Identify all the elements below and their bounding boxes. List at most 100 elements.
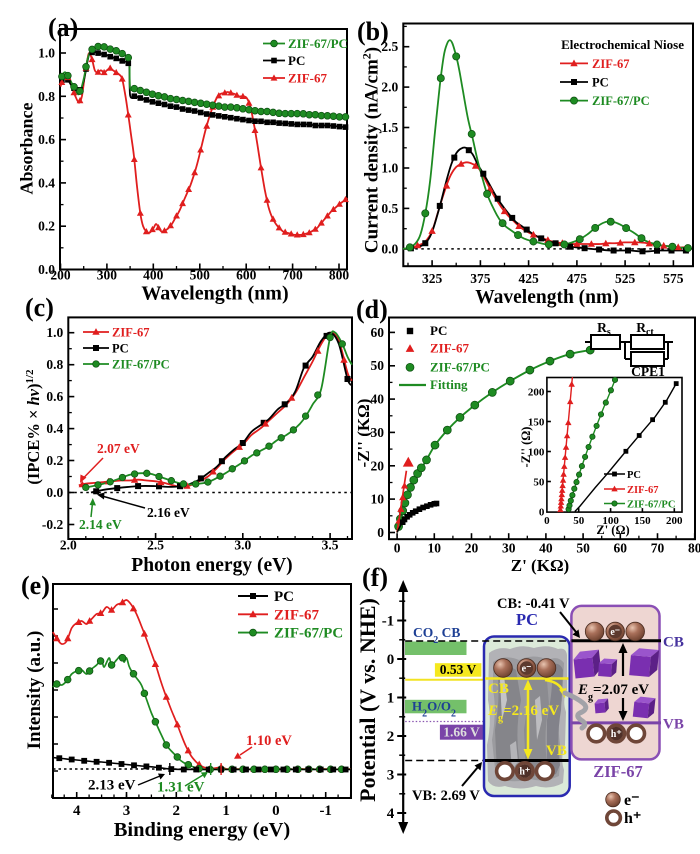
svg-text:200: 200 (528, 387, 545, 399)
svg-text:0.53 V: 0.53 V (440, 662, 477, 677)
svg-text:1: 1 (387, 691, 395, 707)
svg-text:50: 50 (371, 358, 385, 373)
svg-text:30: 30 (502, 541, 516, 556)
svg-text:(e): (e) (21, 571, 50, 600)
svg-text:h⁺: h⁺ (611, 729, 622, 740)
svg-text:0.0: 0.0 (38, 262, 55, 277)
svg-text:30: 30 (371, 425, 385, 440)
svg-text:Fitting: Fitting (430, 377, 468, 392)
svg-text:h⁺: h⁺ (624, 810, 641, 827)
svg-text:40: 40 (539, 541, 553, 556)
svg-text:ZIF-67/PC: ZIF-67/PC (112, 358, 170, 372)
svg-text:CB: CB (488, 681, 509, 697)
svg-text:PC: PC (592, 76, 609, 90)
svg-text:PC: PC (516, 610, 538, 629)
svg-text:-1: -1 (319, 803, 332, 819)
svg-text:80: 80 (688, 541, 700, 556)
svg-text:60: 60 (371, 325, 385, 340)
svg-text:0.2: 0.2 (46, 453, 63, 468)
svg-text:PC: PC (274, 589, 294, 605)
svg-text:Potential (V vs. NHE): Potential (V vs. NHE) (355, 598, 380, 802)
svg-text:600: 600 (236, 268, 257, 283)
svg-text:-1: -1 (382, 614, 395, 630)
svg-text:3: 3 (123, 803, 131, 819)
svg-text:50: 50 (533, 477, 545, 489)
svg-text:e⁻: e⁻ (522, 664, 532, 675)
svg-text:300: 300 (97, 268, 118, 283)
svg-text:0.8: 0.8 (38, 89, 55, 104)
svg-text:500: 500 (190, 268, 211, 283)
svg-text:e⁻: e⁻ (624, 792, 640, 809)
svg-text:100: 100 (528, 447, 545, 459)
svg-text:ZIF-67/PC: ZIF-67/PC (592, 94, 650, 108)
svg-text:0: 0 (394, 541, 401, 556)
svg-text:CPE1: CPE1 (631, 364, 665, 379)
svg-text:2.5: 2.5 (381, 39, 398, 54)
svg-text:375: 375 (470, 271, 491, 286)
svg-text:ZIF-67: ZIF-67 (627, 485, 659, 496)
svg-text:2: 2 (173, 803, 181, 819)
svg-text:0.0: 0.0 (381, 241, 398, 256)
svg-text:ZIF-67: ZIF-67 (592, 57, 630, 71)
svg-text:50: 50 (573, 515, 585, 527)
svg-text:2.16 eV: 2.16 eV (147, 505, 190, 520)
svg-text:Z' (KΩ): Z' (KΩ) (511, 556, 569, 575)
svg-text:3.5: 3.5 (322, 538, 339, 553)
svg-text:1: 1 (222, 803, 230, 819)
svg-text:400: 400 (143, 268, 164, 283)
svg-text:CB: CB (663, 635, 684, 651)
svg-text:800: 800 (329, 268, 350, 283)
svg-text:40: 40 (371, 392, 385, 407)
svg-text:525: 525 (615, 271, 636, 286)
svg-text:2.07 eV: 2.07 eV (97, 441, 140, 456)
svg-text:2.0: 2.0 (381, 80, 398, 95)
svg-text:10: 10 (428, 541, 442, 556)
svg-text:2: 2 (387, 729, 395, 745)
svg-text:700: 700 (282, 268, 303, 283)
svg-text:0: 0 (377, 525, 384, 540)
svg-text:Binding energy (eV): Binding energy (eV) (114, 819, 291, 841)
svg-text:0: 0 (272, 803, 280, 819)
svg-text:Z' (Ω): Z' (Ω) (596, 523, 629, 537)
svg-text:Absorbance: Absorbance (17, 102, 37, 194)
svg-text:0.4: 0.4 (46, 421, 63, 436)
svg-text:PC: PC (430, 323, 447, 338)
svg-text:Eg=2.16 eV: Eg=2.16 eV (487, 703, 559, 724)
svg-text:2.14 eV: 2.14 eV (79, 517, 122, 532)
svg-text:-0.2: -0.2 (42, 517, 64, 532)
svg-text:1.10 eV: 1.10 eV (246, 733, 292, 749)
svg-text:PC: PC (627, 470, 641, 481)
svg-text:1.0: 1.0 (38, 46, 55, 61)
svg-text:(a): (a) (48, 13, 78, 42)
svg-text:e⁻: e⁻ (610, 627, 620, 638)
svg-text:3.0: 3.0 (234, 538, 251, 553)
svg-text:Eg=2.07 eV: Eg=2.07 eV (577, 682, 649, 703)
svg-text:ZIF-67: ZIF-67 (430, 341, 470, 356)
svg-text:150: 150 (528, 417, 545, 429)
svg-text:ZIF-67: ZIF-67 (274, 607, 320, 623)
svg-text:VB: VB (546, 743, 567, 759)
svg-text:4: 4 (73, 803, 81, 819)
svg-text:ZIF-67: ZIF-67 (593, 762, 643, 781)
svg-text:Wavelength (nm): Wavelength (nm) (141, 283, 288, 305)
svg-text:Wavelength (nm): Wavelength (nm) (475, 287, 619, 308)
svg-text:150: 150 (634, 515, 651, 527)
svg-text:Intensity (a.u.): Intensity (a.u.) (24, 631, 45, 750)
svg-text:0.8: 0.8 (46, 357, 63, 372)
svg-text:ZIF-67/PC: ZIF-67/PC (627, 500, 675, 511)
svg-text:PC: PC (288, 53, 305, 68)
svg-text:0.5: 0.5 (381, 201, 398, 216)
svg-text:20: 20 (465, 541, 479, 556)
svg-text:ZIF-67/PC: ZIF-67/PC (430, 359, 490, 374)
svg-text:2.5: 2.5 (147, 538, 164, 553)
svg-text:0.6: 0.6 (38, 132, 55, 147)
svg-text:1.0: 1.0 (381, 161, 398, 176)
svg-text:4: 4 (387, 806, 395, 822)
svg-text:0.6: 0.6 (46, 389, 63, 404)
svg-text:3: 3 (387, 768, 395, 784)
svg-text:ZIF-67/PC: ZIF-67/PC (288, 36, 348, 51)
svg-text:2.0: 2.0 (60, 538, 77, 553)
svg-text:-Z'' (Ω): -Z'' (Ω) (519, 427, 533, 468)
svg-text:0.0: 0.0 (46, 485, 63, 500)
svg-text:PC: PC (112, 342, 129, 356)
